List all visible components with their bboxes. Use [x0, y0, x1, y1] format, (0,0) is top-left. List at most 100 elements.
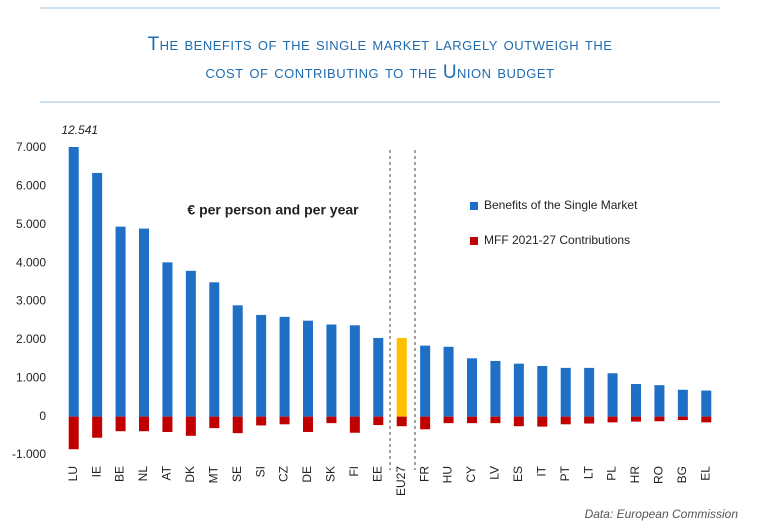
x-tick-label: PL — [605, 466, 619, 481]
bar — [115, 226, 126, 417]
bar — [256, 416, 267, 426]
chart-title: The benefits of the single market largel… — [148, 34, 613, 55]
bar — [537, 365, 548, 417]
bar — [256, 314, 267, 417]
bar — [373, 337, 384, 417]
bar — [701, 416, 712, 423]
x-tick-label: DE — [300, 466, 314, 483]
bar — [326, 416, 337, 424]
x-tick-label: AT — [160, 465, 174, 480]
y-tick-label: 4.000 — [16, 255, 46, 269]
bar — [162, 416, 173, 432]
x-tick-label: SE — [230, 466, 244, 482]
x-tick-label: IE — [89, 466, 103, 477]
x-tick-label: MT — [206, 465, 220, 483]
bar — [373, 416, 384, 426]
bar — [162, 262, 173, 417]
y-tick-label: 2.000 — [16, 332, 46, 346]
bar — [279, 416, 290, 425]
x-tick-label: ES — [511, 466, 525, 482]
bar — [654, 385, 665, 417]
x-tick-label: CY — [464, 466, 478, 483]
value-label: 12.541 — [61, 123, 98, 137]
x-tick-label: BE — [113, 466, 127, 482]
y-tick-label: 0 — [39, 409, 46, 423]
x-tick-label: LU — [66, 466, 80, 481]
y-tick-label: 1.000 — [16, 370, 46, 384]
x-tick-label: HR — [628, 466, 642, 484]
bar — [349, 416, 360, 433]
bar — [677, 389, 688, 417]
chart-subtitle: cost of contributing to the Union budget — [206, 62, 555, 83]
bar — [513, 416, 524, 427]
x-tick-label: NL — [136, 466, 150, 482]
x-tick-label: FI — [347, 466, 361, 477]
bar — [185, 270, 196, 417]
bar — [92, 416, 103, 438]
x-tick-label: SK — [324, 466, 338, 482]
legend-label: Benefits of the Single Market — [484, 198, 638, 212]
bar — [349, 325, 360, 417]
bar — [467, 416, 477, 424]
x-tick-label: IT — [534, 465, 548, 476]
bar — [443, 346, 454, 417]
bar — [584, 367, 595, 417]
bar — [420, 345, 431, 417]
legend-label: MFF 2021-27 Contributions — [484, 233, 630, 247]
bar — [607, 416, 618, 423]
bar — [537, 416, 548, 427]
bar — [396, 337, 407, 417]
x-tick-label: SI — [253, 466, 267, 477]
y-tick-label: -1.000 — [12, 447, 46, 461]
x-tick-label: FR — [417, 466, 431, 482]
bar — [631, 416, 641, 422]
legend-swatch — [470, 237, 478, 245]
y-tick-label: 6.000 — [16, 179, 46, 193]
annotation: € per person and per year — [187, 202, 359, 218]
x-tick-label: LT — [581, 465, 595, 479]
bar — [185, 416, 196, 436]
x-tick-label: RO — [652, 466, 666, 484]
bar — [467, 358, 477, 417]
bar — [92, 172, 103, 417]
x-tick-label: HU — [441, 466, 455, 483]
bar — [279, 316, 290, 417]
bar — [560, 367, 571, 417]
x-tick-label: EE — [370, 466, 384, 482]
bar — [139, 228, 149, 417]
bar — [139, 416, 149, 432]
bar — [209, 416, 220, 429]
x-tick-label: PT — [558, 465, 572, 481]
bar — [232, 305, 243, 417]
x-tick-label: EU27 — [394, 466, 408, 496]
bar — [303, 320, 313, 417]
y-tick-label: 3.000 — [16, 294, 46, 308]
x-tick-label: DK — [183, 466, 197, 483]
source: Data: European Commission — [585, 507, 739, 521]
bar — [396, 416, 407, 427]
y-tick-label: 5.000 — [16, 217, 46, 231]
bar — [490, 416, 501, 424]
bar — [326, 324, 337, 417]
bar — [443, 416, 454, 424]
bar — [68, 147, 79, 417]
y-tick-label: 7.000 — [16, 140, 46, 154]
legend-swatch — [470, 202, 478, 210]
bar — [631, 384, 641, 417]
bar — [303, 416, 313, 432]
x-tick-label: CZ — [277, 466, 291, 482]
bar — [701, 390, 712, 417]
bar — [68, 416, 79, 450]
bar — [607, 373, 618, 417]
bar — [115, 416, 126, 432]
x-tick-label: EL — [698, 466, 712, 481]
bar — [584, 416, 595, 424]
x-tick-label: BG — [675, 466, 689, 483]
bar — [420, 416, 431, 430]
bar — [654, 416, 665, 422]
bar — [513, 363, 524, 417]
x-tick-label: LV — [488, 466, 502, 480]
bar — [209, 282, 220, 417]
bar — [677, 416, 688, 421]
